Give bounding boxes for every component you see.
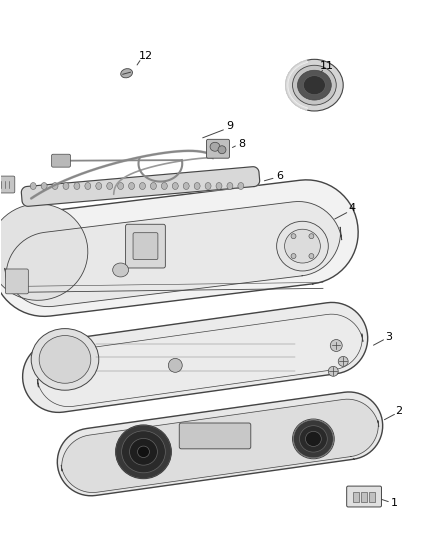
Bar <box>361 491 367 502</box>
Polygon shape <box>5 201 342 306</box>
Ellipse shape <box>309 233 314 239</box>
FancyBboxPatch shape <box>207 139 230 158</box>
Ellipse shape <box>305 431 321 447</box>
Polygon shape <box>57 392 383 496</box>
Ellipse shape <box>297 70 331 100</box>
Text: 11: 11 <box>320 61 334 71</box>
Ellipse shape <box>168 358 182 373</box>
Ellipse shape <box>107 182 113 190</box>
Ellipse shape <box>140 182 145 190</box>
Text: 12: 12 <box>138 51 152 61</box>
FancyBboxPatch shape <box>347 486 381 507</box>
FancyBboxPatch shape <box>179 423 251 449</box>
Ellipse shape <box>205 182 211 190</box>
FancyBboxPatch shape <box>5 269 28 294</box>
Ellipse shape <box>150 182 156 190</box>
Text: 8: 8 <box>238 139 245 149</box>
Ellipse shape <box>293 65 336 105</box>
Ellipse shape <box>194 182 200 190</box>
FancyBboxPatch shape <box>0 176 15 193</box>
Ellipse shape <box>227 182 233 190</box>
Ellipse shape <box>216 182 222 190</box>
Ellipse shape <box>218 146 226 154</box>
Ellipse shape <box>328 366 338 376</box>
Ellipse shape <box>238 182 244 190</box>
Text: 2: 2 <box>395 406 403 416</box>
Ellipse shape <box>291 254 296 259</box>
Ellipse shape <box>52 182 58 190</box>
Ellipse shape <box>338 357 348 366</box>
FancyBboxPatch shape <box>52 154 71 167</box>
Polygon shape <box>23 302 367 413</box>
Ellipse shape <box>96 182 102 190</box>
Ellipse shape <box>304 76 325 94</box>
Ellipse shape <box>0 204 88 300</box>
Ellipse shape <box>121 69 132 78</box>
Ellipse shape <box>31 329 99 390</box>
Ellipse shape <box>277 221 328 271</box>
Ellipse shape <box>63 182 69 190</box>
FancyBboxPatch shape <box>133 233 158 260</box>
Ellipse shape <box>293 420 333 458</box>
Ellipse shape <box>183 182 189 190</box>
Polygon shape <box>21 167 260 206</box>
Ellipse shape <box>138 446 149 457</box>
Text: 1: 1 <box>390 498 397 508</box>
Bar <box>353 491 359 502</box>
Ellipse shape <box>291 233 296 239</box>
Ellipse shape <box>113 263 129 277</box>
Ellipse shape <box>172 182 178 190</box>
Text: 4: 4 <box>349 204 356 213</box>
Ellipse shape <box>74 182 80 190</box>
FancyBboxPatch shape <box>126 224 165 268</box>
Ellipse shape <box>129 182 134 190</box>
Polygon shape <box>0 180 358 317</box>
Ellipse shape <box>286 59 343 111</box>
Text: 6: 6 <box>276 171 283 181</box>
Ellipse shape <box>130 439 157 465</box>
Text: 3: 3 <box>385 332 392 342</box>
Ellipse shape <box>116 425 171 479</box>
Ellipse shape <box>330 340 342 351</box>
Ellipse shape <box>118 182 124 190</box>
Ellipse shape <box>41 182 47 190</box>
Ellipse shape <box>210 142 220 151</box>
Ellipse shape <box>309 254 314 259</box>
Ellipse shape <box>30 182 36 190</box>
Ellipse shape <box>122 431 165 473</box>
Bar <box>369 491 375 502</box>
Polygon shape <box>61 399 379 492</box>
Ellipse shape <box>85 182 91 190</box>
Text: 9: 9 <box>226 121 233 131</box>
Ellipse shape <box>161 182 167 190</box>
Ellipse shape <box>300 426 327 452</box>
Ellipse shape <box>285 229 320 263</box>
Ellipse shape <box>39 336 91 383</box>
